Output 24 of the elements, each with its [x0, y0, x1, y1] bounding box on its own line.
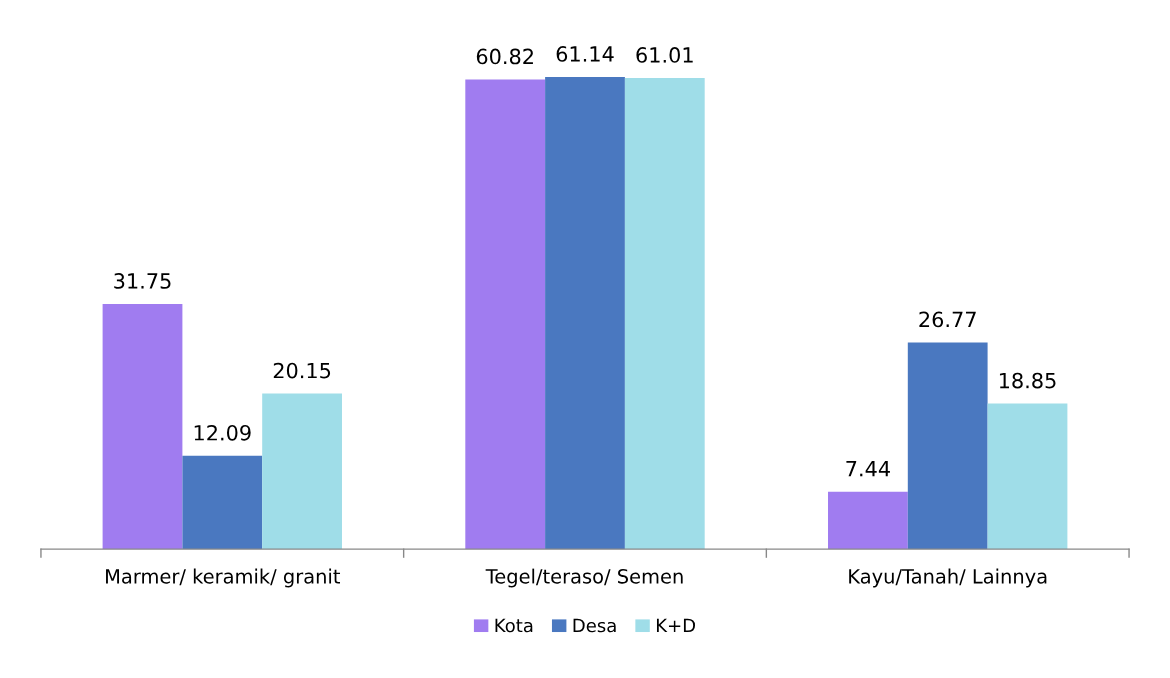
x-tick-label: Marmer/ keramik/ granit	[106, 568, 341, 588]
legend-label: K+D	[656, 618, 696, 633]
bar	[262, 393, 342, 550]
bar	[828, 491, 908, 550]
legend-label: Kota	[495, 618, 533, 633]
bar	[465, 79, 546, 550]
bar	[907, 342, 988, 550]
data-label: 60.82	[476, 48, 533, 65]
legend-label: Desa	[573, 618, 616, 633]
data-label: 7.44	[846, 461, 890, 477]
data-label: 20.15	[273, 362, 331, 379]
data-label: 31.75	[114, 273, 171, 289]
data-label: 61.01	[636, 47, 693, 63]
bar	[182, 455, 263, 550]
data-label: 61.14	[556, 46, 614, 62]
bar	[102, 303, 183, 550]
x-tick-label: Kayu/Tanah/ Lainnya	[849, 568, 1047, 588]
bar	[987, 403, 1068, 550]
data-label: 12.09	[194, 424, 251, 441]
bar	[545, 77, 625, 550]
x-tick-label: Tegel/teraso/ Semen	[485, 568, 683, 588]
data-label: 18.85	[999, 372, 1056, 389]
bar	[624, 78, 705, 550]
data-label: 26.77	[919, 311, 976, 328]
